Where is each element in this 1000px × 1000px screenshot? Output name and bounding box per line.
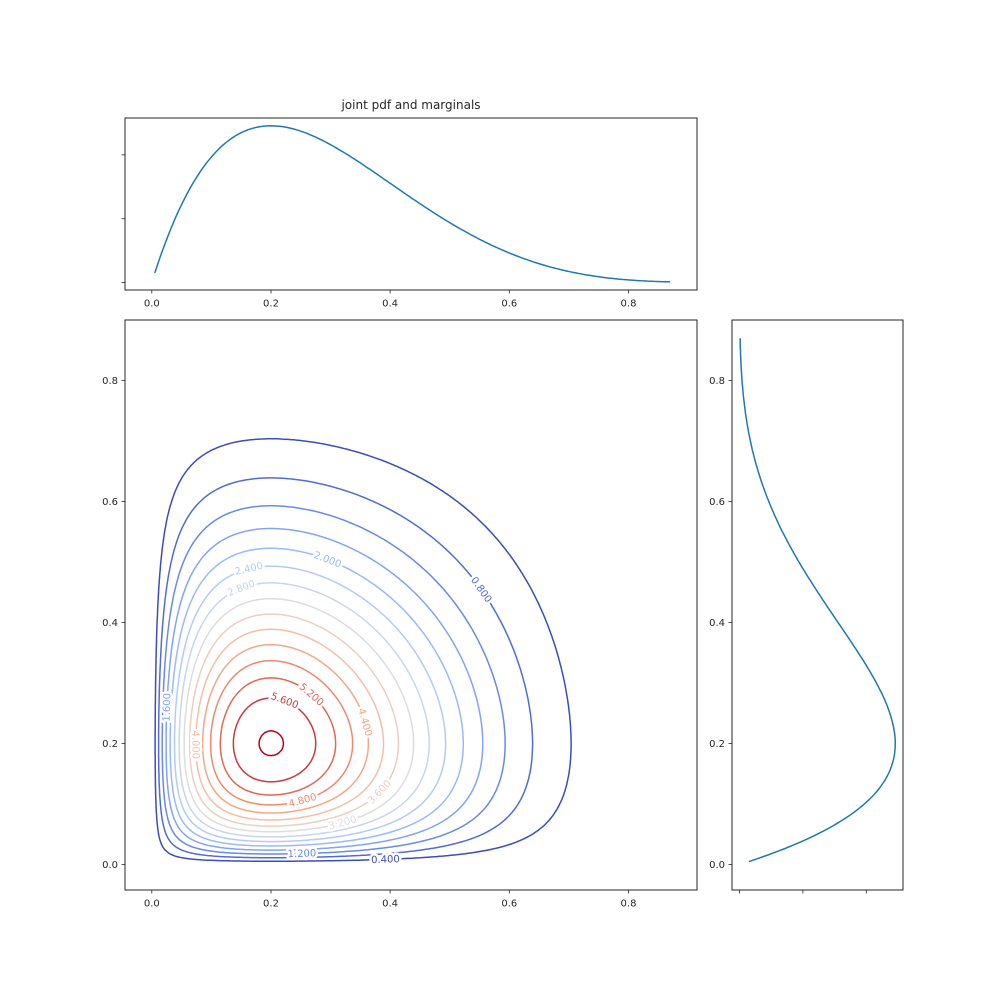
y-tick-label: 0.2 [709,739,725,750]
right-marginal-axes: 0.0 0.2 0.4 0.6 0.8 [709,319,904,894]
y-tick-label: 0.2 [102,739,118,750]
y-tick-label: 0.4 [102,618,118,629]
y-tick-label: 0.8 [709,376,725,387]
contour-line-1.2 [161,505,506,855]
contour-line-5.6 [232,697,317,783]
x-tick-label: 0.4 [382,299,398,310]
y-tick-label: 0.4 [709,618,725,629]
x-tick-label: 0.6 [501,299,517,310]
contour-label: 4.000 [189,730,200,759]
contour-label: 5.600 [269,691,300,712]
y-tick-label: 0.0 [709,860,725,871]
y-tick-label: 0.6 [102,497,118,508]
contour-label: 2.800 [226,578,257,599]
contour-line-2.8 [178,582,430,838]
y-tick-label: 0.8 [102,376,118,387]
contour-label: 4.400 [355,707,373,738]
contour-line-4.8 [209,659,354,806]
contour-label: 2.000 [312,550,343,571]
marginal-y-pdf-curve [739,338,896,863]
contour-label: 2.400 [234,561,264,578]
contour-line-6.0 [258,730,285,757]
contour-line-1.6 [165,527,484,851]
contour-label: 0.800 [468,575,493,605]
x-tick-label: 0.6 [501,899,517,910]
contour-line-3.2 [183,597,415,833]
joint-contour-axes: 0.0 0.2 0.4 0.6 0.8 0.0 0.2 0.4 0.6 0.8 0.400 0.800… [102,319,698,910]
contour-line-5.2 [219,677,337,796]
contour-line-4.4 [201,643,370,814]
axes-frame [124,117,698,291]
x-tick-label: 0.2 [263,899,279,910]
marginal-x-pdf-curve [154,125,671,283]
contour-label: 1.600 [162,693,174,722]
x-tick-label: 0.8 [621,299,637,310]
contour-label: 5.200 [297,682,326,709]
x-tick-label: 0.8 [621,899,637,910]
y-tick-label: 0.0 [102,860,118,871]
y-tick-label: 0.6 [709,497,725,508]
contour-line-0.8 [157,477,534,859]
contour-label: 0.400 [371,854,400,866]
x-tick-label: 0.4 [382,899,398,910]
top-marginal-axes: 0.0 0.2 0.4 0.6 0.8 [121,117,698,310]
contour-line-4.0 [194,628,385,821]
x-tick-label: 0.0 [144,299,160,310]
figure-title: joint pdf and marginals [340,98,480,112]
axes-frame [731,319,904,891]
contour-label: 1.200 [288,848,317,860]
contour-line-3.6 [188,613,400,827]
x-tick-label: 0.0 [144,899,160,910]
contour-line-2.0 [169,547,465,847]
contour-line-0.4 [154,438,572,862]
axes-frame [124,319,698,891]
contour-line-2.4 [173,565,447,843]
x-tick-label: 0.2 [263,299,279,310]
